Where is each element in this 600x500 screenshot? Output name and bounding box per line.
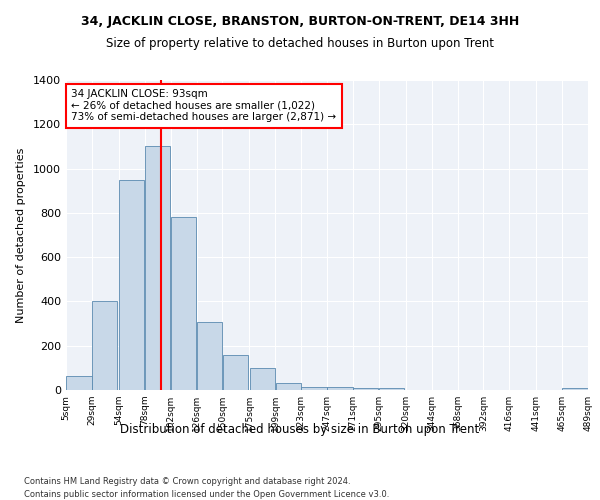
Bar [223,354,248,390]
Bar [197,322,222,390]
Bar [171,218,196,390]
Text: 34 JACKLIN CLOSE: 93sqm
← 26% of detached houses are smaller (1,022)
73% of semi: 34 JACKLIN CLOSE: 93sqm ← 26% of detache… [71,90,337,122]
Bar [379,388,404,390]
Text: Contains HM Land Registry data © Crown copyright and database right 2024.: Contains HM Land Registry data © Crown c… [24,478,350,486]
Bar [562,388,588,390]
Bar [327,388,353,390]
Text: Size of property relative to detached houses in Burton upon Trent: Size of property relative to detached ho… [106,38,494,51]
Bar [119,180,145,390]
Bar [353,388,379,390]
Y-axis label: Number of detached properties: Number of detached properties [16,148,26,322]
Text: Distribution of detached houses by size in Burton upon Trent: Distribution of detached houses by size … [121,422,479,436]
Bar [145,146,170,390]
Bar [66,376,92,390]
Bar [301,386,327,390]
Text: Contains public sector information licensed under the Open Government Licence v3: Contains public sector information licen… [24,490,389,499]
Bar [275,384,301,390]
Text: 34, JACKLIN CLOSE, BRANSTON, BURTON-ON-TRENT, DE14 3HH: 34, JACKLIN CLOSE, BRANSTON, BURTON-ON-T… [81,15,519,28]
Bar [250,368,275,390]
Bar [92,302,118,390]
